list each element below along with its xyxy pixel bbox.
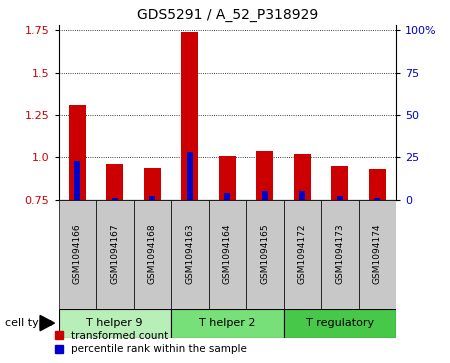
- Text: GSM1094168: GSM1094168: [148, 224, 157, 285]
- Bar: [374, 198, 380, 200]
- Bar: [246, 200, 284, 309]
- Text: T helper 9: T helper 9: [86, 318, 143, 328]
- Text: GSM1094164: GSM1094164: [223, 224, 232, 284]
- Bar: [58, 200, 96, 309]
- Bar: [181, 32, 198, 200]
- Bar: [337, 196, 342, 200]
- Text: T helper 2: T helper 2: [199, 318, 256, 328]
- Bar: [96, 200, 134, 309]
- Bar: [331, 166, 348, 200]
- Bar: [134, 200, 171, 309]
- Bar: [69, 105, 86, 200]
- Bar: [149, 196, 155, 200]
- Bar: [112, 198, 117, 200]
- Bar: [256, 151, 273, 200]
- Bar: [171, 200, 208, 309]
- Bar: [74, 161, 80, 200]
- Text: cell type: cell type: [4, 318, 52, 328]
- Bar: [225, 193, 230, 200]
- Bar: [294, 154, 310, 200]
- Bar: [208, 200, 246, 309]
- Bar: [299, 191, 305, 200]
- Bar: [171, 309, 284, 338]
- Bar: [369, 169, 386, 200]
- Title: GDS5291 / A_52_P318929: GDS5291 / A_52_P318929: [137, 8, 318, 22]
- Bar: [144, 167, 161, 200]
- Text: GSM1094166: GSM1094166: [73, 224, 82, 285]
- Bar: [187, 152, 193, 200]
- Text: GSM1094165: GSM1094165: [260, 224, 269, 285]
- Bar: [219, 156, 236, 200]
- Text: GSM1094172: GSM1094172: [298, 224, 307, 284]
- Text: GSM1094173: GSM1094173: [335, 224, 344, 285]
- Text: GSM1094163: GSM1094163: [185, 224, 194, 285]
- Bar: [359, 200, 396, 309]
- Text: GSM1094167: GSM1094167: [110, 224, 119, 285]
- Bar: [284, 200, 321, 309]
- Bar: [262, 191, 268, 200]
- Polygon shape: [40, 315, 54, 331]
- Bar: [58, 309, 171, 338]
- Bar: [284, 309, 396, 338]
- Text: GSM1094174: GSM1094174: [373, 224, 382, 284]
- Bar: [321, 200, 359, 309]
- Text: T regulatory: T regulatory: [306, 318, 374, 328]
- Bar: [106, 164, 123, 200]
- Legend: transformed count, percentile rank within the sample: transformed count, percentile rank withi…: [55, 331, 247, 354]
